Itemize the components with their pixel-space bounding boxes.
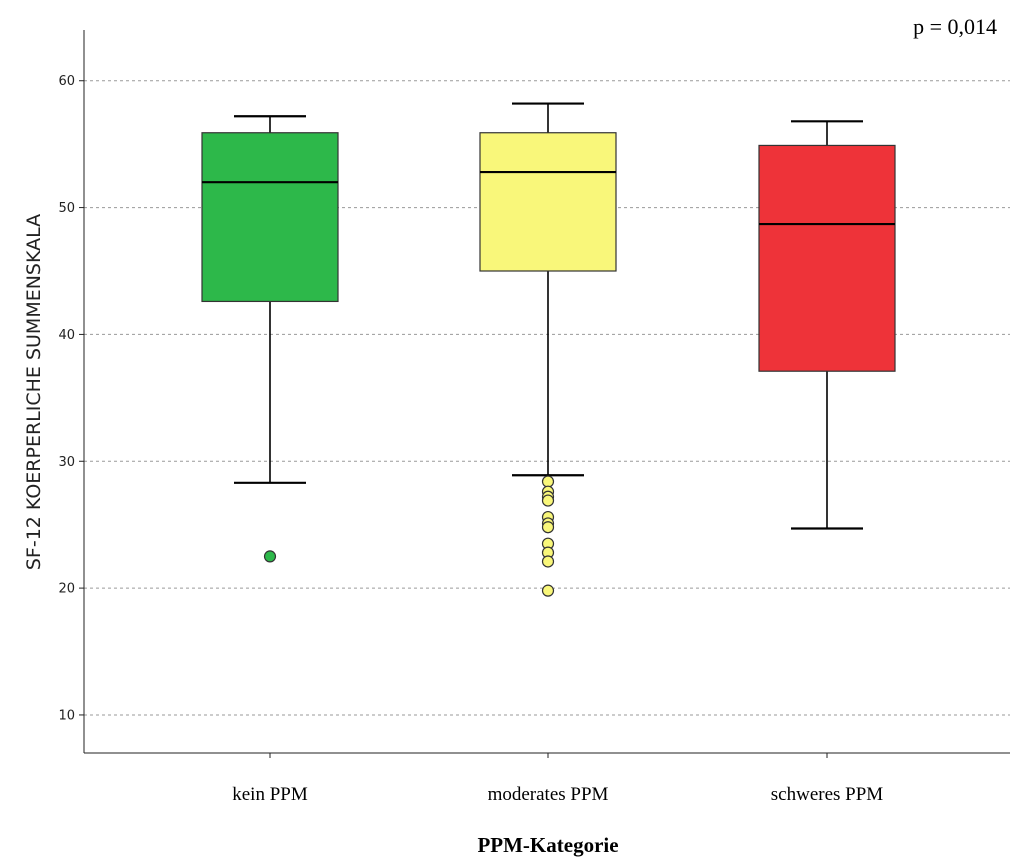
y-ticks: 10 20 30 40 50 60 bbox=[58, 74, 84, 723]
box-group bbox=[201, 115, 339, 563]
x-ticks: kein PPM moderates PPM schweres PPM bbox=[232, 753, 883, 805]
y-tick-label: 10 bbox=[58, 708, 75, 723]
box-iqr bbox=[479, 132, 617, 272]
y-tick-label: 60 bbox=[58, 74, 75, 89]
p-value-annotation: p = 0,014 bbox=[913, 14, 997, 39]
y-tick-label: 20 bbox=[58, 582, 75, 597]
outlier-point bbox=[541, 494, 555, 507]
y-tick-label: 50 bbox=[58, 201, 75, 216]
outlier-point bbox=[541, 475, 555, 488]
outlier-point bbox=[541, 521, 555, 534]
box-group bbox=[758, 120, 896, 530]
outlier-point bbox=[541, 584, 555, 597]
y-axis-title: SF-12 KOERPERLICHE SUMMENSKALA bbox=[23, 214, 45, 570]
box-group bbox=[479, 102, 617, 597]
outlier-point bbox=[263, 550, 277, 563]
y-tick-label: 40 bbox=[58, 328, 75, 343]
x-category-label: kein PPM bbox=[232, 784, 308, 805]
x-category-label: schweres PPM bbox=[771, 784, 884, 805]
box-iqr bbox=[758, 144, 896, 372]
box-iqr bbox=[201, 132, 339, 303]
x-category-label: moderates PPM bbox=[488, 784, 609, 805]
boxes bbox=[201, 102, 896, 597]
y-tick-label: 30 bbox=[58, 455, 75, 470]
x-axis-title: PPM-Kategorie bbox=[477, 833, 618, 857]
axes bbox=[83, 30, 1010, 754]
outlier-point bbox=[541, 555, 555, 568]
